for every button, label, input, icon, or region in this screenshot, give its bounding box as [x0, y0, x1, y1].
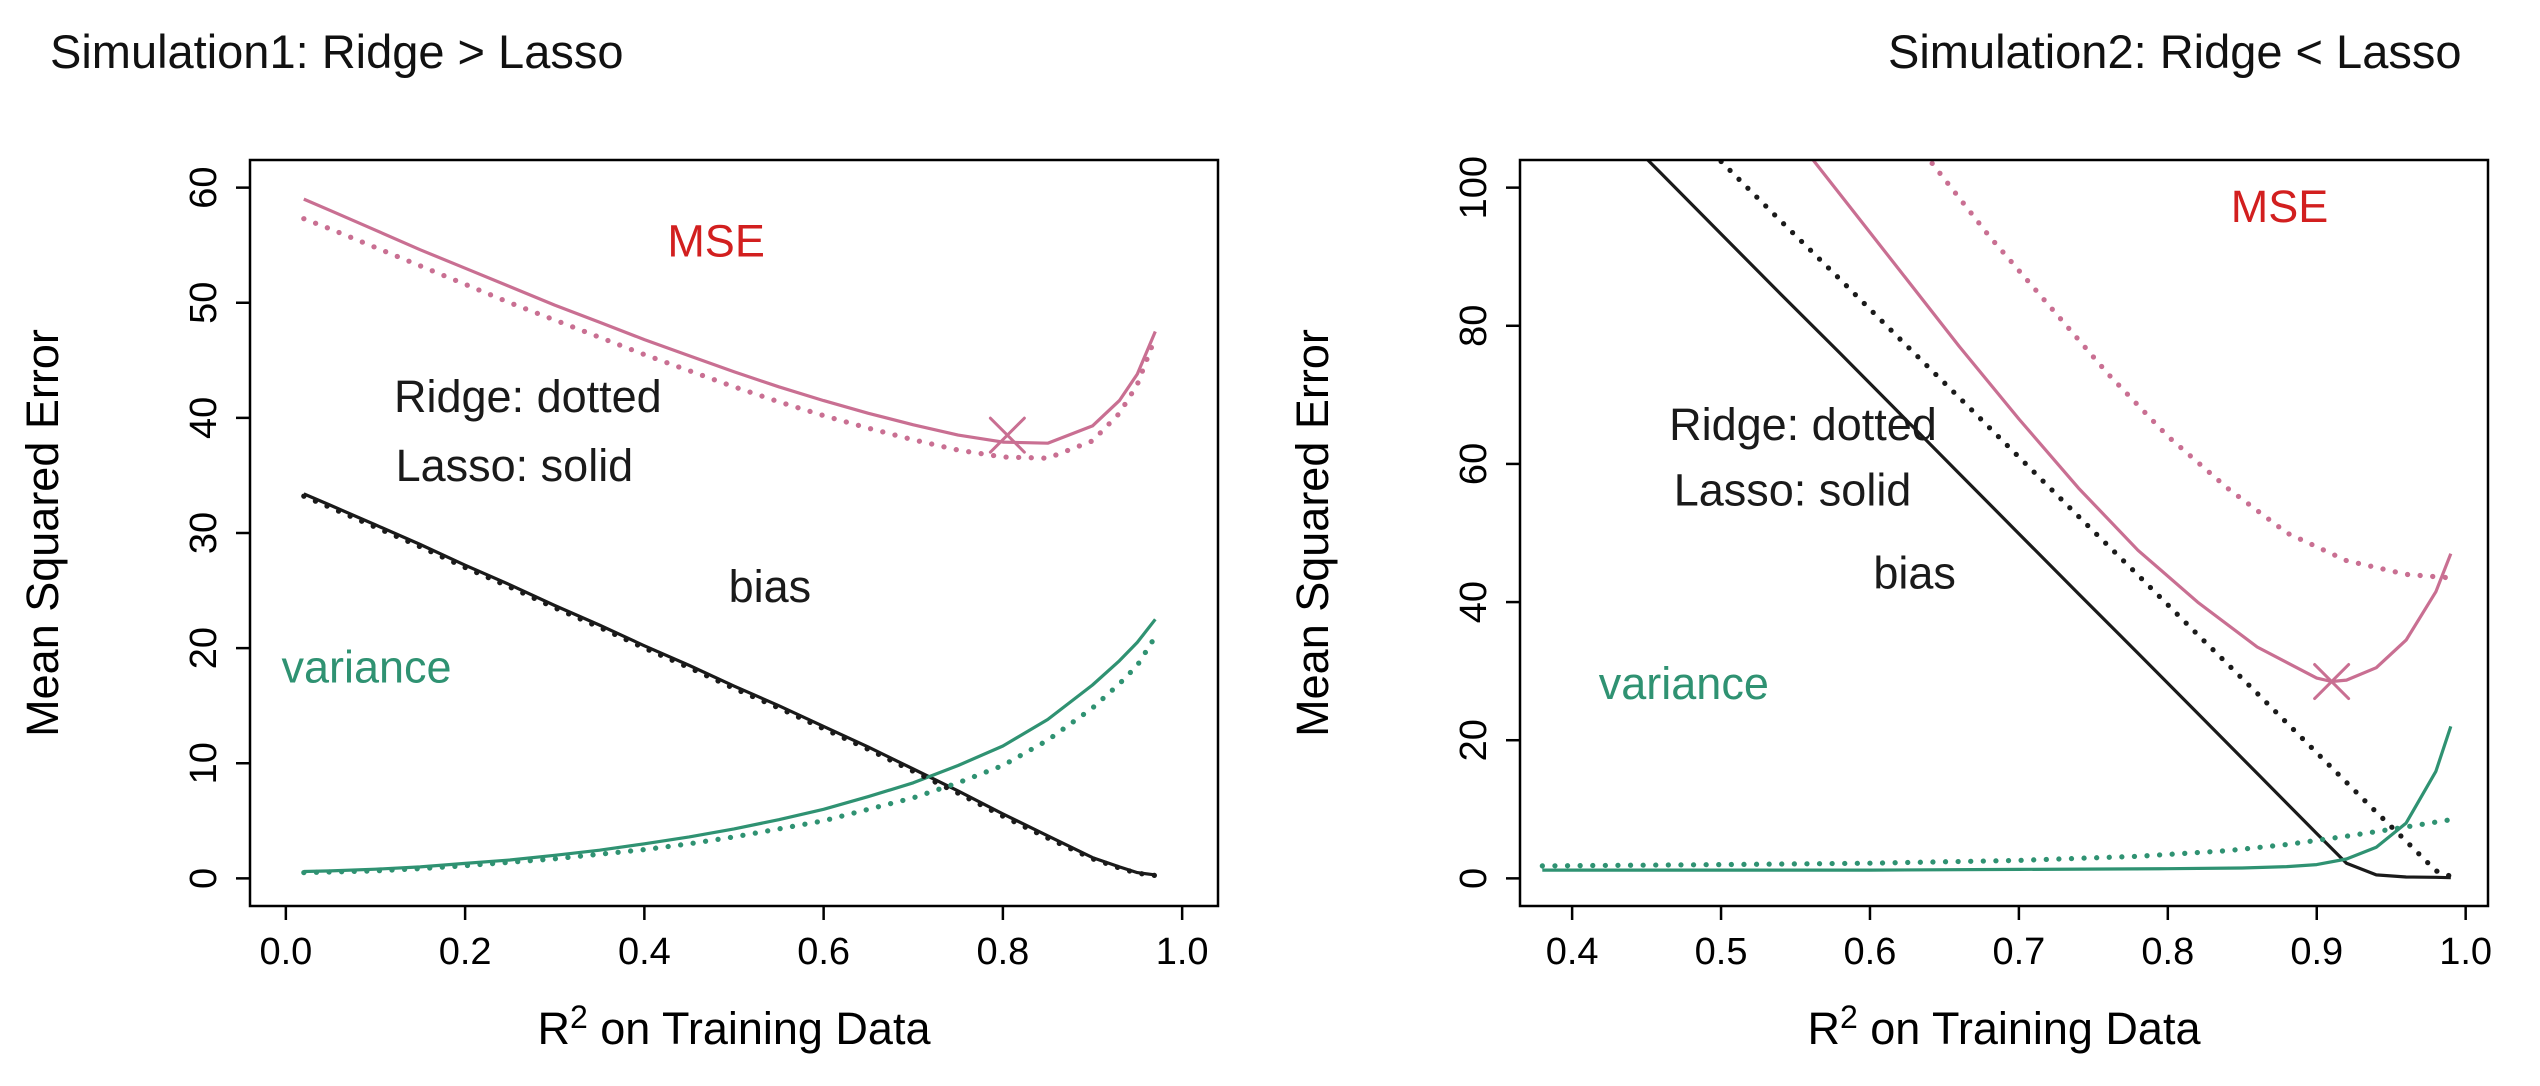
chart-simulation-1: 0.0 0.2 0.4 0.6 0.8 1.0 0 10 20 30 40 50 60 Mean Squa… — [17, 158, 1220, 1054]
panel-simulation-1: Simulation1: Ridge > Lasso 0.0 0.2 0.4 0.6 0… — [17, 25, 1220, 1054]
annotation-bias: bias — [1873, 547, 1956, 598]
series-bias-ridge-dotted — [301, 493, 1158, 879]
x-tick-label: 0.4 — [1546, 931, 1599, 973]
y-tick-label: 30 — [183, 512, 225, 554]
x-tick-label: 0.7 — [1992, 931, 2045, 973]
y-tick-label: 0 — [1453, 868, 1495, 889]
plot-area — [301, 197, 1158, 879]
y-axis-label: Mean Squared Error — [1287, 329, 1338, 737]
annotation-variance: variance — [1599, 658, 1769, 709]
x-tick-label: 0.9 — [2290, 931, 2343, 973]
chart-title-simulation-2: Simulation2: Ridge < Lasso — [1888, 25, 2462, 78]
y-axis-label: Mean Squared Error — [17, 329, 68, 737]
x-axis-label: R2 on Training Data — [1807, 999, 2201, 1054]
y-tick-label: 80 — [1453, 305, 1495, 347]
x-tick-label: 0.4 — [618, 931, 671, 973]
annotation-lasso-solid: Lasso: solid — [1674, 464, 1912, 515]
annotation-ridge-dotted: Ridge: dotted — [1669, 399, 1937, 450]
annotation-bias: bias — [729, 561, 812, 612]
y-tick-label: 10 — [183, 742, 225, 784]
panel-simulation-2: Simulation2: Ridge < Lasso 0.4 0.5 0.6 0.7 0… — [1270, 0, 2540, 1086]
y-tick-label: 50 — [183, 282, 225, 324]
annotation-lasso-solid: Lasso: solid — [396, 440, 634, 491]
y-tick-label: 0 — [183, 868, 225, 889]
chart-title-simulation-1: Simulation1: Ridge > Lasso — [50, 25, 624, 78]
y-tick-label: 40 — [183, 397, 225, 439]
annotation-variance: variance — [281, 642, 451, 693]
optimal-point-x-marker — [2313, 663, 2351, 701]
series-mse-ridge-dotted — [301, 216, 1158, 461]
x-tick-label: 0.0 — [259, 931, 312, 973]
y-tick-label: 20 — [1453, 719, 1495, 761]
annotation-mse: MSE — [667, 216, 765, 267]
x-tick-label: 0.8 — [2141, 931, 2194, 973]
y-tick-label: 20 — [183, 627, 225, 669]
x-tick-label: 0.6 — [1844, 931, 1897, 973]
chart-simulation-2: 0.4 0.5 0.6 0.7 0.8 0.9 1.0 0 20 40 60 80 100 Mean Sq… — [1287, 156, 2492, 1054]
x-tick-label: 0.2 — [439, 931, 492, 973]
series-bias-lasso-solid — [1645, 160, 2451, 880]
annotation-ridge-dotted: Ridge: dotted — [394, 371, 662, 422]
x-axis-label: R2 on Training Data — [537, 999, 931, 1054]
series-variance-ridge-dotted — [301, 633, 1158, 876]
x-tick-label: 0.5 — [1695, 931, 1748, 973]
series-mse-ridge-dotted — [1926, 160, 2454, 581]
series-mse-lasso-solid — [303, 197, 1157, 445]
y-tick-label: 100 — [1453, 156, 1495, 219]
x-tick-label: 1.0 — [1156, 931, 1209, 973]
series-variance-ridge-dotted — [1539, 817, 2454, 869]
x-tick-label: 0.6 — [797, 931, 850, 973]
series-mse-lasso-solid — [1811, 160, 2453, 684]
plot-border — [1518, 158, 2490, 908]
plot-area — [1539, 160, 2454, 880]
series-variance-lasso-solid — [1542, 725, 2453, 872]
y-tick-label: 60 — [183, 166, 225, 208]
annotation-mse: MSE — [2231, 181, 2329, 232]
y-tick-label: 60 — [1453, 443, 1495, 485]
y-tick-label: 40 — [1453, 581, 1495, 623]
x-tick-label: 0.8 — [976, 931, 1029, 973]
x-tick-label: 1.0 — [2439, 931, 2492, 973]
optimal-point-x-marker — [988, 416, 1026, 454]
series-bias-ridge-dotted — [1715, 160, 2454, 879]
